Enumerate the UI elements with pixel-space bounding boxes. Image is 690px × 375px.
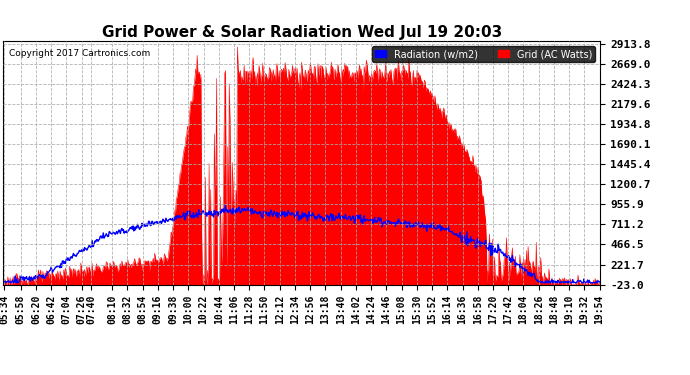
Text: Copyright 2017 Cartronics.com: Copyright 2017 Cartronics.com (10, 49, 150, 58)
Legend: Radiation (w/m2), Grid (AC Watts): Radiation (w/m2), Grid (AC Watts) (372, 46, 595, 62)
Title: Grid Power & Solar Radiation Wed Jul 19 20:03: Grid Power & Solar Radiation Wed Jul 19 … (101, 25, 502, 40)
